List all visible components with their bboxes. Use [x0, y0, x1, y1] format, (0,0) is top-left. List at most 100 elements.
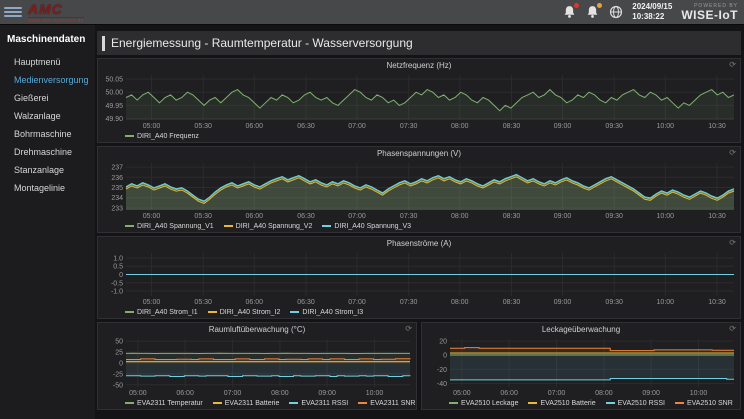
sidebar-item-medienversorgung[interactable]: Medienversorgung — [14, 75, 89, 85]
svg-text:0: 0 — [119, 361, 123, 368]
legend-swatch — [125, 311, 134, 314]
svg-text:07:00: 07:00 — [348, 213, 366, 220]
legend: DIRI_A40 Frequenz — [98, 131, 740, 142]
svg-text:05:00: 05:00 — [129, 390, 147, 397]
svg-text:06:30: 06:30 — [297, 123, 315, 130]
legend-swatch — [290, 311, 300, 314]
svg-text:234: 234 — [111, 195, 123, 202]
leckage-chart-canvas[interactable]: 05:00 06:00 07:00 08:00 09:00 10:00 20 0 -20 -40 — [422, 336, 740, 398]
svg-text:-1.0: -1.0 — [111, 289, 123, 296]
svg-text:49.90: 49.90 — [105, 116, 123, 123]
hamburger-menu-icon[interactable] — [4, 4, 22, 20]
sidebar-item-stanzanlage[interactable]: Stanzanlage — [14, 165, 65, 175]
sidebar-header: Maschinendaten — [7, 34, 86, 45]
legend-item[interactable]: EVA2510 Leckage — [449, 400, 518, 407]
panel-leckageueberwachung: Leckageüberwachung ⟳ 05:00 06:00 07:00 08:0… — [421, 322, 741, 410]
legend-item[interactable]: EVA2510 Batterie — [528, 400, 596, 407]
sidebar-item-bohrmaschine[interactable]: Bohrmaschine — [14, 129, 72, 139]
svg-text:236: 236 — [111, 175, 123, 182]
legend-item[interactable]: EVA2510 RSSI — [605, 400, 665, 407]
svg-text:08:30: 08:30 — [503, 213, 521, 220]
svg-text:07:30: 07:30 — [400, 213, 418, 220]
svg-text:06:30: 06:30 — [297, 213, 315, 220]
svg-text:10:00: 10:00 — [366, 390, 384, 397]
datetime-display: 2024/09/15 10:38:22 — [632, 2, 672, 22]
panel-phasenstroeme: Phasenströme (A) ⟳ 05:00 05:30 06:00 06:30 0… — [97, 236, 741, 319]
svg-text:10:30: 10:30 — [708, 299, 726, 306]
page-title-strip: Energiemessung - Raumtemperatur - Wasser… — [97, 31, 741, 55]
legend-item[interactable]: EVA2311 Temperatur — [125, 400, 203, 407]
refresh-icon[interactable]: ⟳ — [729, 148, 736, 157]
legend-swatch — [449, 402, 458, 405]
refresh-icon[interactable]: ⟳ — [729, 324, 736, 333]
phasenstroeme-chart-canvas[interactable]: 05:00 05:30 06:00 06:30 07:00 07:30 08:00 08:30… — [98, 250, 740, 307]
svg-text:10:00: 10:00 — [657, 299, 675, 306]
svg-text:09:00: 09:00 — [554, 299, 572, 306]
legend-item[interactable]: DIRI_A40 Frequenz — [125, 133, 199, 140]
sidebar-item-giesserei[interactable]: Gießerei — [14, 93, 49, 103]
legend: DIRI_A40 Strom_I1 DIRI_A40 Strom_I2 DIRI_A… — [98, 307, 740, 318]
svg-text:10:00: 10:00 — [690, 390, 708, 397]
legend-swatch — [322, 225, 332, 228]
svg-text:07:00: 07:00 — [348, 123, 366, 130]
panel-raumluftueberwachung: Raumluftüberwachung (°C) ⟳ 05:00 06:00 07:… — [97, 322, 417, 410]
svg-text:08:00: 08:00 — [271, 390, 289, 397]
legend-swatch — [125, 225, 134, 228]
svg-text:237: 237 — [111, 165, 123, 172]
phasenspannungen-chart-canvas[interactable]: 05:00 05:30 06:00 06:30 07:00 07:30 08:00 08:30… — [98, 160, 740, 221]
svg-text:05:30: 05:30 — [194, 123, 212, 130]
svg-text:08:30: 08:30 — [503, 123, 521, 130]
page-title: Energiemessung - Raumtemperatur - Wasser… — [111, 36, 413, 50]
refresh-icon[interactable]: ⟳ — [729, 238, 736, 247]
legend-swatch — [223, 225, 233, 228]
warning-bell-icon[interactable] — [586, 3, 603, 19]
sidebar: Maschinendaten Hauptmenü Medienversorgun… — [0, 25, 95, 419]
legend-item[interactable]: EVA2311 SNR — [358, 400, 415, 407]
refresh-icon[interactable]: ⟳ — [405, 324, 412, 333]
svg-text:10:00: 10:00 — [657, 213, 675, 220]
sidebar-item-drehmaschine[interactable]: Drehmaschine — [14, 147, 73, 157]
amc-logo-text: AMC — [28, 1, 63, 17]
svg-text:05:30: 05:30 — [194, 213, 212, 220]
legend-item[interactable]: EVA2510 SNR — [674, 400, 733, 407]
svg-text:1.0: 1.0 — [113, 256, 123, 263]
legend-swatch — [528, 402, 538, 405]
svg-text:09:00: 09:00 — [554, 213, 572, 220]
legend-item[interactable]: DIRI_A40 Spannung_V1 — [125, 223, 214, 230]
amc-logo: AMC www.amc-systeme.de — [28, 2, 84, 24]
panel-title: Leckageüberwachung — [541, 325, 621, 334]
svg-text:07:30: 07:30 — [400, 123, 418, 130]
svg-text:05:00: 05:00 — [453, 390, 471, 397]
svg-text:07:00: 07:00 — [348, 299, 366, 306]
legend-item[interactable]: DIRI_A40 Spannung_V3 — [322, 223, 411, 230]
warning-badge — [597, 3, 603, 8]
refresh-icon[interactable]: ⟳ — [729, 60, 736, 69]
svg-text:0: 0 — [119, 272, 123, 279]
svg-text:05:00: 05:00 — [143, 123, 161, 130]
legend-item[interactable]: EVA2311 Batterie — [212, 400, 279, 407]
sidebar-item-montagelinie[interactable]: Montagelinie — [14, 183, 66, 193]
raumluft-chart-canvas[interactable]: 05:00 06:00 07:00 08:00 09:00 10:00 50 25 0 -25 -5… — [98, 336, 416, 398]
svg-text:08:00: 08:00 — [451, 123, 469, 130]
svg-text:10:30: 10:30 — [708, 123, 726, 130]
alarm-bell-icon[interactable] — [563, 3, 580, 19]
svg-text:09:00: 09:00 — [554, 123, 572, 130]
svg-text:09:00: 09:00 — [642, 390, 660, 397]
wise-iot-brand: POWERED BY WISE-IoT — [681, 3, 738, 21]
legend-item[interactable]: DIRI_A40 Strom_I3 — [290, 309, 363, 316]
legend-swatch — [212, 402, 222, 405]
panel-title: Netzfrequenz (Hz) — [386, 61, 452, 70]
amc-logo-url: www.amc-systeme.de — [28, 17, 84, 24]
legend-swatch — [125, 135, 134, 138]
sidebar-item-walzanlage[interactable]: Walzanlage — [14, 111, 61, 121]
legend-item[interactable]: DIRI_A40 Spannung_V2 — [223, 223, 312, 230]
svg-text:08:00: 08:00 — [595, 390, 613, 397]
svg-text:50.05: 50.05 — [105, 77, 123, 84]
sidebar-item-hauptmenu[interactable]: Hauptmenü — [14, 57, 61, 67]
globe-language-icon[interactable] — [609, 5, 623, 19]
legend-item[interactable]: DIRI_A40 Strom_I2 — [207, 309, 280, 316]
legend-item[interactable]: DIRI_A40 Strom_I1 — [125, 309, 198, 316]
legend-item[interactable]: EVA2311 RSSI — [289, 400, 348, 407]
svg-text:09:00: 09:00 — [318, 390, 336, 397]
netzfrequenz-chart-canvas[interactable]: 05:00 05:30 06:00 06:30 07:00 07:30 08:00 08:30… — [98, 72, 740, 131]
